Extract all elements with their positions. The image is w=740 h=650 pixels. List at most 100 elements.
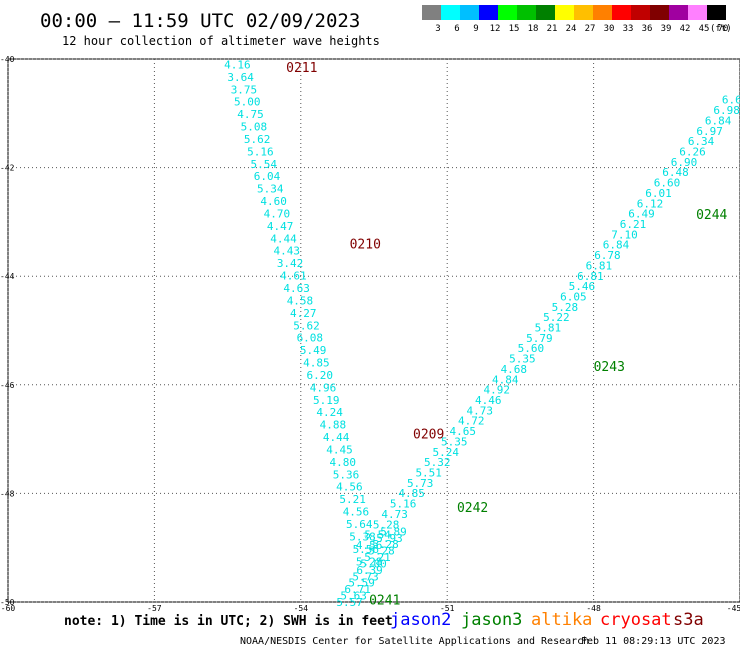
wave-height-value: 4.88 bbox=[320, 419, 347, 432]
wave-height-value: 5.64 bbox=[346, 518, 373, 531]
colorbar-label: 12 bbox=[490, 24, 501, 34]
colorbar-label: 3 bbox=[435, 24, 440, 34]
wave-height-value: 3.64 bbox=[227, 71, 254, 84]
wave-height-value: 6.90 bbox=[671, 156, 698, 169]
colorbar-swatch bbox=[669, 5, 688, 20]
wave-height-value: 6.84 bbox=[603, 239, 630, 252]
wave-height-value: 4.46 bbox=[475, 394, 502, 407]
wave-height-value: 4.44 bbox=[323, 431, 350, 444]
colorbar-swatch bbox=[441, 5, 460, 20]
wave-height-value: 5.46 bbox=[569, 280, 596, 293]
satellite-name: jason3 bbox=[461, 610, 522, 630]
wave-height-value: 4.84 bbox=[492, 373, 519, 386]
colorbar-swatch bbox=[574, 5, 593, 20]
wave-height-value: 5.28 bbox=[372, 538, 399, 551]
wave-height-value: 4.44 bbox=[270, 232, 297, 245]
wave-height-value: 4.96 bbox=[310, 381, 337, 394]
wave-height-value: 4.56 bbox=[356, 539, 383, 552]
wave-height-value: 6.34 bbox=[688, 135, 715, 148]
wave-height-value: 4.47 bbox=[267, 220, 294, 233]
wave-height-value: 4.60 bbox=[260, 195, 287, 208]
wave-height-value: 5.62 bbox=[244, 133, 271, 146]
wave-height-value: 5.57 bbox=[336, 596, 363, 609]
colorbar-label: 9 bbox=[473, 24, 478, 34]
colorbar-swatch bbox=[612, 5, 631, 20]
wave-height-value: 5.54 bbox=[364, 529, 391, 542]
wave-height-value: 5.22 bbox=[543, 311, 570, 324]
colorbar-swatch bbox=[536, 5, 555, 20]
colorbar-swatch bbox=[650, 5, 669, 20]
colorbar-label: 27 bbox=[585, 24, 596, 34]
pass-label: 0210 bbox=[350, 238, 381, 253]
wave-height-value: 5.28 bbox=[368, 545, 395, 558]
wave-height-value: 6.48 bbox=[662, 166, 689, 179]
chart-title: 00:00 – 11:59 UTC 02/09/2023 bbox=[40, 10, 360, 32]
y-tick-label: -48 bbox=[0, 489, 15, 498]
colorbar-label: 36 bbox=[642, 24, 653, 34]
wave-height-value: 5.81 bbox=[535, 322, 562, 335]
wave-height-value: 5.19 bbox=[313, 394, 340, 407]
wave-height-value: 4.24 bbox=[316, 406, 343, 419]
colorbar-swatch bbox=[460, 5, 479, 20]
x-tick-label: -48 bbox=[586, 604, 601, 613]
wave-height-value: 5.73 bbox=[407, 477, 434, 490]
wave-height-value: 7.10 bbox=[611, 228, 638, 241]
wave-height-value: 4.27 bbox=[290, 307, 317, 320]
wave-height-value: 4.70 bbox=[264, 207, 291, 220]
wave-height-value: 6.08 bbox=[297, 332, 324, 345]
wave-height-value: 4.58 bbox=[287, 294, 314, 307]
pass-label: 0211 bbox=[286, 61, 317, 76]
wave-height-value: 6.98 bbox=[713, 104, 740, 117]
wave-height-value: 6.01 bbox=[645, 187, 672, 200]
plot-frame bbox=[7, 58, 740, 603]
wave-height-value: 4.72 bbox=[458, 415, 485, 428]
wave-height-value: 4.56 bbox=[336, 481, 363, 494]
wave-height-value: 5.00 bbox=[234, 96, 261, 109]
wave-height-value: 4.63 bbox=[283, 282, 310, 295]
wave-height-value: 6.65 bbox=[722, 94, 740, 107]
wave-height-value: 5.24 bbox=[432, 446, 459, 459]
colorbar: 3 6 9 12 15 18 21 24 27 30 33 36 39 42 45 70(ft) bbox=[422, 5, 732, 34]
y-tick-label: -42 bbox=[0, 164, 15, 173]
wave-height-value: 5.59 bbox=[348, 577, 375, 590]
colorbar-label: 24 bbox=[566, 24, 577, 34]
colorbar-swatch bbox=[498, 5, 517, 20]
wave-height-value: 5.08 bbox=[241, 121, 268, 134]
wave-height-value: 5.16 bbox=[390, 498, 417, 511]
colorbar-label: 42 bbox=[680, 24, 691, 34]
wave-height-value: 5.73 bbox=[352, 570, 379, 583]
pass-label: 0209 bbox=[413, 428, 444, 443]
x-tick-label: -54 bbox=[294, 604, 309, 613]
colorbar-swatch bbox=[479, 5, 498, 20]
colorbar-label: 70 bbox=[718, 24, 729, 34]
colorbar-swatch bbox=[631, 5, 650, 20]
wave-height-value: 6.05 bbox=[560, 290, 587, 303]
wave-height-value: 4.80 bbox=[330, 456, 357, 469]
colorbar-swatch bbox=[517, 5, 536, 20]
wave-height-value: 4.73 bbox=[467, 404, 494, 417]
colorbar-label: 45 bbox=[699, 24, 710, 34]
wave-height-value: 5.16 bbox=[247, 145, 274, 158]
wave-height-value: 6.78 bbox=[594, 249, 621, 262]
wave-height-value: 5.79 bbox=[526, 332, 553, 345]
wave-height-value: 5.49 bbox=[300, 344, 327, 357]
x-tick-label: -57 bbox=[147, 604, 162, 613]
wave-height-value: 4.68 bbox=[501, 363, 528, 376]
pass-label: 0241 bbox=[369, 593, 400, 608]
y-tick-label: -50 bbox=[0, 598, 15, 607]
y-tick-label: -46 bbox=[0, 381, 15, 390]
wave-height-value: 3.42 bbox=[277, 257, 304, 270]
wave-height-value: 6.26 bbox=[679, 145, 706, 158]
x-tick-label: -60 bbox=[1, 604, 16, 613]
wave-height-value: 4.73 bbox=[381, 508, 408, 521]
wave-height-value: 4.85 bbox=[303, 357, 330, 370]
wave-height-value: 5.32 bbox=[424, 456, 451, 469]
pass-label: 0244 bbox=[696, 208, 727, 223]
wave-height-value: 6.39 bbox=[356, 564, 383, 577]
wave-height-value: 4.65 bbox=[449, 425, 476, 438]
wave-height-value: 4.61 bbox=[280, 270, 307, 283]
x-tick-label: -51 bbox=[440, 604, 455, 613]
wave-height-value: 5.93 bbox=[376, 532, 403, 545]
satellite-name: cryosat bbox=[600, 610, 672, 630]
